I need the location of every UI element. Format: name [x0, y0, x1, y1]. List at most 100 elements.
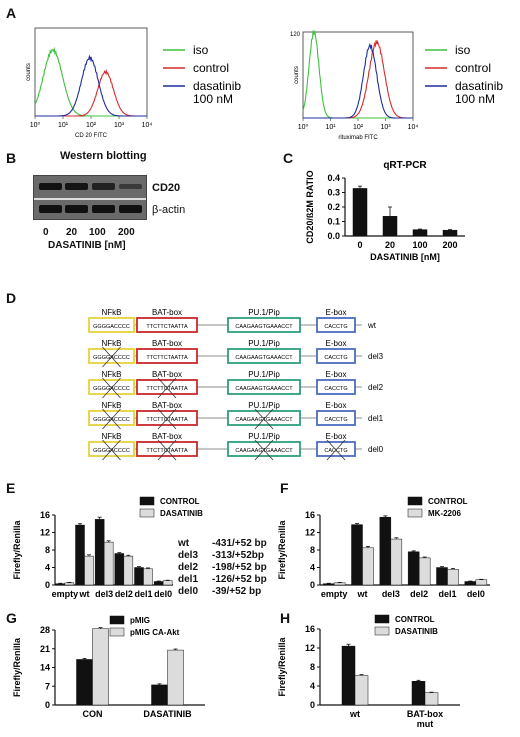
- box-title-2-3: E-box: [326, 370, 347, 379]
- E-bar-2-0: [94, 519, 105, 586]
- box-seq-1-3: CACCTG: [324, 355, 347, 361]
- C-ytick-1: 0.1: [327, 217, 340, 227]
- box-seq-3-0: GGGGACCCC: [93, 417, 130, 423]
- H-ytick-0: 0: [310, 700, 315, 710]
- left-histogram-xtick: 10⁰: [30, 121, 41, 129]
- box-1-2: [227, 348, 301, 364]
- G-cat-0: CON: [83, 709, 103, 719]
- F-cat-5: del0: [467, 589, 485, 599]
- left-histogram-xtick: 10³: [114, 122, 125, 129]
- box-3-3: [316, 410, 356, 426]
- box-title-0-2: PU.1/Pip: [248, 308, 280, 317]
- lane-label-20: 20: [66, 227, 78, 238]
- box-title-3-3: E-box: [326, 401, 347, 410]
- E-bar-4-0: [134, 567, 144, 586]
- C-bar-2-0: [412, 229, 428, 237]
- construct-range: -39/+52 bp: [212, 586, 262, 597]
- G-ytick-2: 14: [40, 663, 50, 673]
- right-legend-label2-2: 100 nM: [455, 92, 495, 106]
- H-cat-1-b: mut: [417, 719, 434, 729]
- panel-a-histograms: 10⁰ 10¹ 10² 10³ 10⁴ CD 20 FITC counts 10⁰ 10¹ 10²…: [26, 27, 503, 141]
- construct-row-2: del2 -198/+52 bp: [178, 562, 267, 574]
- F-bar-3-1: [418, 557, 431, 586]
- E-cat-5: del0: [154, 589, 172, 599]
- H-cat-1: BAT-box: [407, 709, 443, 719]
- right-histogram-ylabel: counts: [294, 66, 300, 84]
- box-4-2: [227, 441, 301, 457]
- F-legend-label-0: CONTROL: [428, 497, 468, 506]
- box-title-1-2: PU.1/Pip: [248, 339, 280, 348]
- panel-label-g: G: [6, 610, 17, 626]
- right-histogram-xtick: 10²: [353, 124, 364, 131]
- construct-label-4: del0: [368, 445, 384, 454]
- right-ytick-top: 120: [290, 32, 301, 38]
- box-title-4-3: E-box: [326, 432, 347, 441]
- box-title-2-2: PU.1/Pip: [248, 370, 280, 379]
- box-4-0: [88, 441, 135, 457]
- E-legend-swatch-0: [139, 496, 155, 506]
- box-3-2: [227, 410, 301, 426]
- left-histogram-xtick: 10²: [86, 122, 97, 129]
- box-0-1: [136, 317, 198, 333]
- construct-list: wt -431/+52 bp del3 -313/+52bp del2 -198/+52 …: [178, 538, 267, 598]
- box-title-1-0: NFkB: [102, 339, 122, 348]
- C-xlabel: DASATINIB [nM]: [370, 252, 440, 262]
- actin-band-lane-3: [92, 205, 115, 213]
- E-legend-label-0: CONTROL: [160, 497, 200, 506]
- F-bar-4-0: [436, 567, 448, 586]
- box-seq-1-1: TTCTTCTAATTA: [146, 355, 188, 361]
- promoter-diagram: NFkB GGGGACCCC BAT-box TTCTTCTAATTA PU.1/Pip…: [88, 308, 384, 461]
- chart-f: 0 4 8 12 16 Firefly/Renilla empty wt del3 del2 del…: [277, 496, 490, 599]
- box-seq-3-1: TTCTTCTAATTA: [146, 417, 188, 423]
- F-ytick-4: 16: [305, 510, 315, 520]
- E-legend-swatch-1: [139, 508, 155, 518]
- E-bar-5-1: [162, 580, 173, 586]
- construct-label-1: del3: [368, 352, 384, 361]
- right-legend-label-2: dasatinib: [455, 79, 503, 93]
- C-bar-3-0: [442, 229, 458, 237]
- G-legend-label-1: pMIG CA-Akt: [130, 628, 180, 637]
- chart-g: 0 7 14 21 28 Firefly/Renilla CON DASATINIB pMIG p…: [12, 615, 205, 719]
- box-title-2-0: NFkB: [102, 370, 122, 379]
- lane-label-0: 0: [43, 227, 49, 238]
- H-legend-swatch-0: [374, 614, 390, 624]
- box-2-2: [227, 379, 301, 395]
- C-bar-0-0: [352, 188, 368, 237]
- panel-label-f: F: [280, 480, 289, 496]
- C-cat-2: 100: [412, 240, 427, 250]
- panel-label-d: D: [6, 290, 17, 306]
- E-cat-4: del1: [134, 589, 152, 599]
- panel-label-h: H: [280, 610, 291, 626]
- construct-range: -198/+52 bp: [212, 562, 267, 573]
- C-cat-0: 0: [357, 240, 362, 250]
- right-histogram-xtick: 10³: [380, 124, 391, 131]
- box-seq-4-1: TTCTTCTAATTA: [146, 448, 188, 454]
- box-seq-3-3: CACCTG: [324, 417, 347, 423]
- left-legend-label-0: iso: [193, 43, 209, 57]
- construct-name: del2: [178, 562, 199, 573]
- box-seq-1-0: GGGGACCCC: [93, 355, 130, 361]
- box-0-0: [88, 317, 135, 333]
- cd20-band-lane-3: [92, 183, 115, 190]
- left-histogram-xlabel: CD 20 FITC: [75, 133, 108, 139]
- F-ytick-3: 12: [305, 528, 315, 538]
- H-ytick-3: 12: [305, 643, 315, 653]
- construct-row-1: del3 -313/+52bp: [178, 550, 267, 562]
- left-histogram-xtick: 10¹: [58, 122, 69, 129]
- western-title: Western blotting: [60, 150, 147, 162]
- construct-row-3: del1 -126/+52 bp: [178, 574, 267, 586]
- box-3-1: [136, 410, 198, 426]
- box-seq-0-2: CAAGAAGTGAAACCT: [235, 324, 293, 330]
- G-legend-swatch-1: [109, 627, 125, 637]
- construct-range: -313/+52bp: [212, 550, 264, 561]
- C-ytick-4: 0.4: [327, 173, 340, 183]
- construct-name: wt: [178, 538, 190, 549]
- box-seq-0-1: TTCTTCTAATTA: [146, 324, 188, 330]
- right-dasatinib-trace: [303, 42, 413, 119]
- actin-band-lane-1: [39, 205, 62, 213]
- F-cat-0: empty: [321, 589, 348, 599]
- E-ytick-2: 8: [45, 545, 50, 555]
- box-2-3: [316, 379, 356, 395]
- E-cat-3: del2: [115, 589, 133, 599]
- construct-name: del3: [178, 550, 199, 561]
